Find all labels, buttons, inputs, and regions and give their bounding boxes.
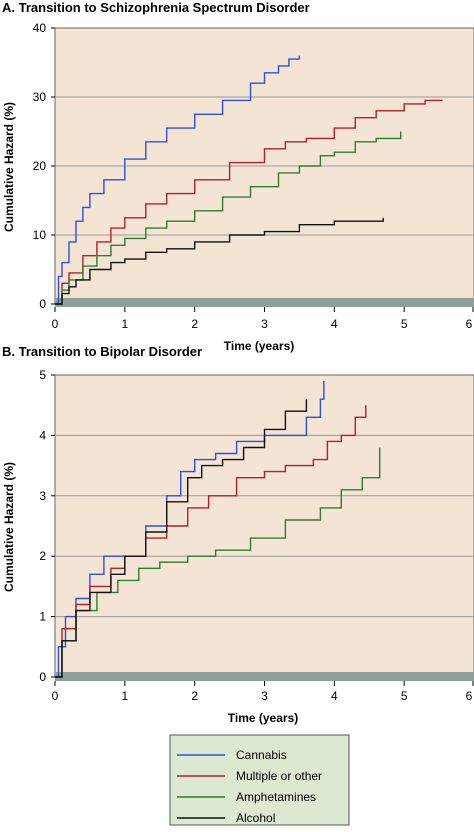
panel-b-y-axis-title: Cumulative Hazard (%)	[2, 462, 16, 592]
x-tick-label: 2	[191, 689, 198, 703]
x-tick-label: 6	[466, 317, 473, 331]
y-tick-label: 30	[33, 90, 47, 104]
panel-a-axis-band	[55, 298, 474, 307]
panel-a-x-axis-title: Time (years)	[224, 339, 294, 353]
panel-a-series-group	[55, 55, 443, 305]
legend-items: Cannabis Multiple or other Amphetamines Alc…	[177, 748, 322, 825]
y-tick-label: 20	[33, 159, 47, 173]
panel-b-series-group	[55, 381, 381, 678]
y-tick-label: 3	[39, 489, 46, 503]
y-tick-label: 2	[39, 549, 46, 563]
panel-a-title: A. Transition to Schizophrenia Spectrum …	[2, 0, 310, 15]
x-tick-label: 1	[121, 689, 128, 703]
legend: Cannabis Multiple or other Amphetamines Alc…	[169, 734, 350, 826]
series-line-alcohol	[55, 399, 308, 678]
y-tick-label: 0	[39, 297, 46, 311]
y-tick-label: 4	[39, 428, 46, 442]
y-tick-label: 10	[33, 228, 47, 242]
panel-b-plot-area	[54, 374, 474, 678]
legend-label: Multiple or other	[236, 769, 322, 783]
legend-box	[169, 734, 350, 826]
x-tick-label: 1	[121, 317, 128, 331]
panel-a-x-ticks: 0 1 2 3 4 5 6	[52, 307, 474, 331]
panel-b-y-ticks: 0 1 2 3 4 5	[39, 368, 55, 684]
y-tick-label: 0	[39, 670, 46, 684]
series-line-amphetamines	[55, 131, 402, 305]
x-tick-label: 3	[261, 317, 268, 331]
y-tick-label: 40	[33, 21, 47, 35]
series-line-multiple	[55, 99, 443, 305]
panel-b-axis-band	[55, 672, 474, 681]
panel-a-y-ticks: 0 10 20 30 40	[33, 21, 55, 311]
x-tick-label: 6	[466, 689, 473, 703]
x-tick-label: 0	[52, 317, 59, 331]
x-tick-label: 5	[401, 317, 408, 331]
series-line-cannabis	[55, 55, 301, 305]
x-tick-label: 4	[331, 317, 338, 331]
panel-b-bipolar: B. Transition to Bipolar Disorder 0 1 2 3 4 5…	[2, 344, 474, 725]
x-tick-label: 0	[52, 689, 59, 703]
legend-label: Alcohol	[236, 811, 275, 825]
y-tick-label: 5	[39, 368, 46, 382]
panel-a-schizophrenia: A. Transition to Schizophrenia Spectrum …	[2, 0, 474, 353]
panel-b-x-ticks: 0 1 2 3 4 5 6	[52, 681, 474, 703]
x-tick-label: 2	[191, 317, 198, 331]
series-line-alcohol	[55, 217, 384, 305]
x-tick-label: 3	[261, 689, 268, 703]
panel-b-x-axis-title: Time (years)	[228, 711, 298, 725]
y-tick-label: 1	[39, 610, 46, 624]
legend-label: Amphetamines	[236, 790, 316, 804]
panel-a-y-axis-title: Cumulative Hazard (%)	[2, 102, 16, 232]
x-tick-label: 5	[401, 689, 408, 703]
panel-b-title: B. Transition to Bipolar Disorder	[2, 344, 202, 359]
x-tick-label: 4	[331, 689, 338, 703]
legend-label: Cannabis	[236, 748, 287, 762]
